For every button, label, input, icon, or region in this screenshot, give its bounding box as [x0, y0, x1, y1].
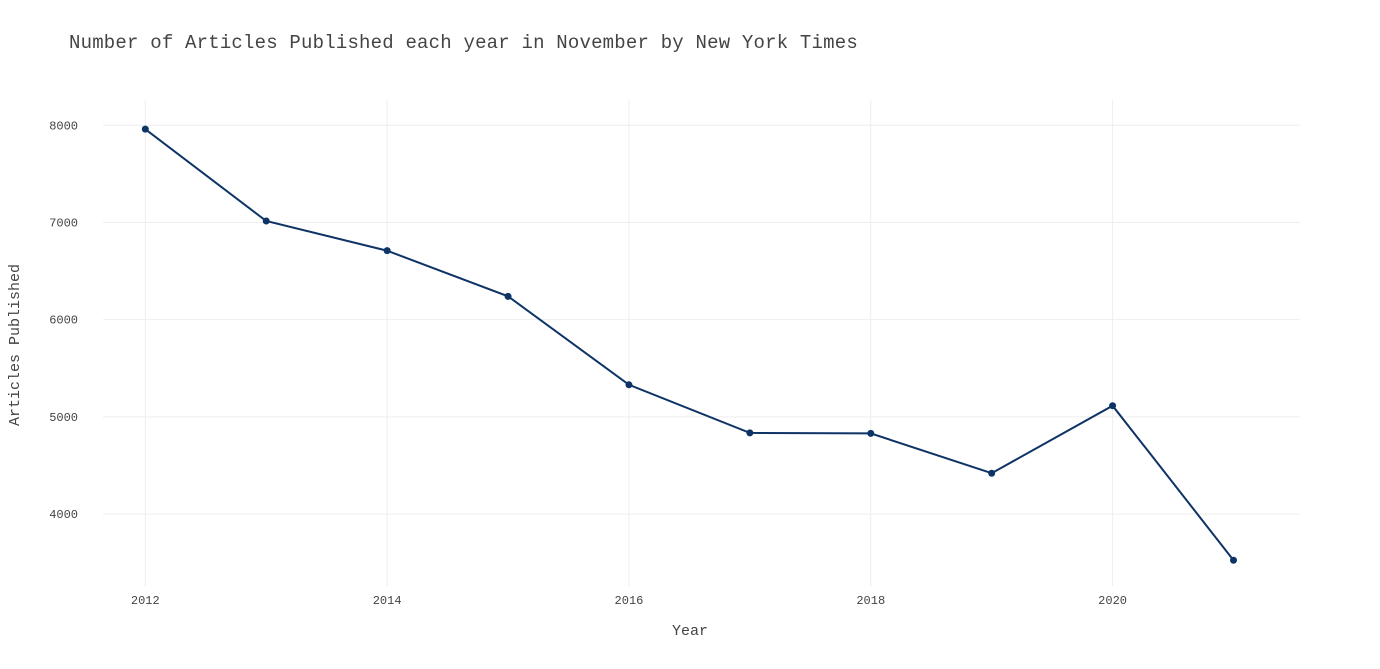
data-point[interactable]	[1109, 402, 1117, 410]
y-tick-label: 8000	[49, 119, 78, 133]
x-tick-label: 2016	[615, 594, 644, 608]
y-tick-label: 4000	[49, 508, 78, 522]
data-point[interactable]	[988, 469, 996, 477]
data-point[interactable]	[262, 217, 270, 225]
y-tick-label: 6000	[49, 314, 78, 328]
x-tick-label: 2018	[856, 594, 885, 608]
y-axis-title: Articles Published	[7, 264, 24, 426]
x-tick-label: 2012	[131, 594, 160, 608]
x-axis-ticks: 2012 2014 2016 2018 2020	[131, 594, 1127, 608]
grid-lines	[103, 100, 1300, 586]
x-tick-label: 2014	[373, 594, 402, 608]
x-axis-title: Year	[672, 623, 708, 640]
data-point[interactable]	[141, 125, 149, 133]
data-points[interactable]	[141, 125, 1237, 564]
y-axis-ticks: 4000 5000 6000 7000 8000	[49, 119, 78, 522]
x-tick-label: 2020	[1098, 594, 1127, 608]
data-point[interactable]	[746, 429, 754, 437]
y-tick-label: 5000	[49, 411, 78, 425]
data-point[interactable]	[625, 381, 633, 389]
series-line	[144, 128, 1235, 561]
chart-title: Number of Articles Published each year i…	[69, 32, 858, 54]
data-point[interactable]	[1230, 556, 1237, 564]
y-tick-label: 7000	[49, 216, 78, 230]
data-point[interactable]	[383, 247, 391, 255]
data-point[interactable]	[504, 292, 512, 300]
data-point[interactable]	[867, 429, 875, 437]
